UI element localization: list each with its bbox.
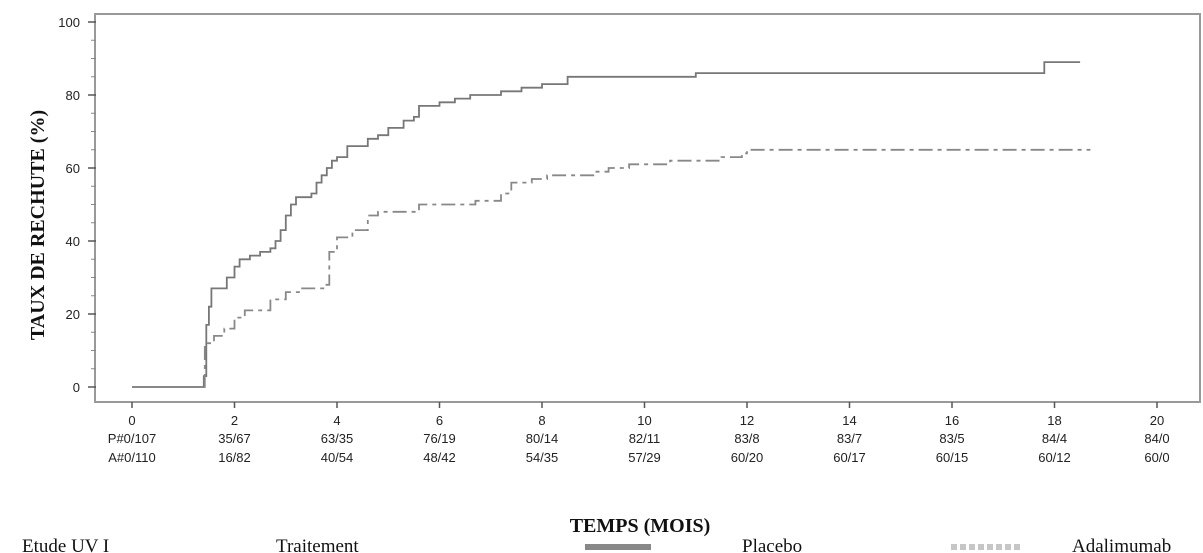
x-tick-label: 18 (1047, 413, 1061, 428)
risk-placebo-cell: 83/7 (837, 431, 862, 446)
series-adalimumab-line (203, 148, 1091, 388)
legend-adalimumab-label: Adalimumab (1072, 536, 1171, 553)
risk-placebo-cell: 63/35 (321, 431, 354, 446)
x-tick-label: 2 (231, 413, 238, 428)
x-tick-label: 10 (637, 413, 651, 428)
risk-placebo-cell: 35/67 (218, 431, 251, 446)
risk-adalimumab-cell: 60/12 (1038, 450, 1071, 465)
risk-adalimumab-cell: 60/17 (833, 450, 866, 465)
legend-placebo-label: Placebo (742, 536, 802, 553)
x-tick-label: 14 (842, 413, 856, 428)
risk-placebo-cell: 82/11 (629, 431, 661, 446)
y-tick-label: 20 (66, 307, 80, 322)
y-tick-label: 100 (58, 15, 80, 30)
risk-adalimumab-cell: 16/82 (218, 450, 251, 465)
y-axis: 0 20 40 60 80 100 (58, 15, 96, 395)
plot-frame (94, 13, 1201, 403)
legend-treatment-label: Traitement (276, 536, 359, 553)
risk-adalimumab-cell: 54/35 (526, 450, 559, 465)
risk-placebo-cell: P#0/107 (108, 431, 156, 446)
risk-adalimumab-cell: 57/29 (628, 450, 661, 465)
risk-table: P#0/107 A#0/110 35/67 16/82 63/35 40/54 76/19 4… (108, 431, 1170, 465)
risk-placebo-cell: 76/19 (423, 431, 456, 446)
y-tick-label: 80 (66, 88, 80, 103)
risk-placebo-cell: 83/5 (939, 431, 964, 446)
series-layer (132, 61, 1091, 388)
x-tick-label: 8 (538, 413, 545, 428)
y-axis-label: TAUX DE RECHUTE (%) (27, 110, 49, 340)
legend: Etude UV I Traitement Placebo Adalimumab (22, 536, 1171, 553)
risk-adalimumab-cell: 48/42 (423, 450, 456, 465)
risk-adalimumab-cell: 60/0 (1144, 450, 1169, 465)
risk-adalimumab-cell: 60/20 (731, 450, 764, 465)
x-tick-label: 6 (436, 413, 443, 428)
risk-adalimumab-cell: 60/15 (936, 450, 969, 465)
y-tick-label: 0 (73, 380, 80, 395)
risk-adalimumab-cell: 40/54 (321, 450, 354, 465)
risk-placebo-cell: 83/8 (734, 431, 759, 446)
x-axis: 0 2 4 6 8 10 12 14 16 18 20 (128, 402, 1164, 428)
risk-placebo-cell: 80/14 (526, 431, 559, 446)
risk-placebo-cell: 84/4 (1042, 431, 1067, 446)
x-tick-label: 16 (945, 413, 959, 428)
x-tick-label: 12 (740, 413, 754, 428)
x-axis-label: TEMPS (MOIS) (570, 515, 711, 537)
legend-study: Etude UV I (22, 536, 109, 553)
risk-adalimumab-cell: A#0/110 (108, 450, 155, 465)
x-tick-label: 20 (1150, 413, 1164, 428)
x-tick-label: 4 (333, 413, 340, 428)
y-tick-label: 60 (66, 161, 80, 176)
y-tick-label: 40 (66, 234, 80, 249)
series-placebo-line (132, 61, 1081, 388)
risk-placebo-cell: 84/0 (1144, 431, 1169, 446)
x-tick-label: 0 (128, 413, 135, 428)
